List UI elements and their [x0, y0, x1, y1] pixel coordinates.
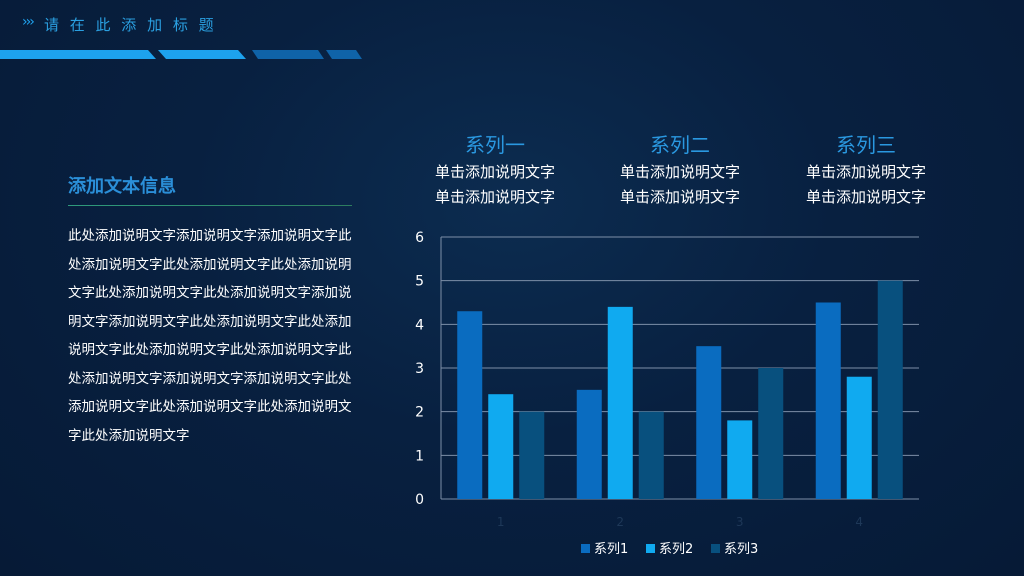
- series-head-2-desc-1: 单击添加说明文字: [619, 163, 740, 181]
- bar-series1-cat1: [457, 311, 483, 499]
- bar-series1-cat3: [696, 346, 722, 499]
- y-tick-label-6: 6: [415, 230, 424, 246]
- bar-series2-cat2: [607, 306, 633, 499]
- bar-series2-cat1: [488, 394, 514, 499]
- bar-series2-cat4: [846, 376, 872, 499]
- legend-swatch-2: [646, 544, 655, 553]
- legend-label-2: 系列2: [659, 542, 693, 557]
- legend-swatch-1: [581, 544, 590, 553]
- y-tick-label-5: 5: [415, 274, 424, 290]
- slide-title: 请 在 此 添 加 标 题: [44, 16, 217, 34]
- series-head-2-desc-2: 单击添加说明文字: [619, 188, 740, 206]
- series-head-2: 系列二 单击添加说明文字 单击添加说明文字: [590, 130, 770, 210]
- y-tick-label-1: 1: [415, 448, 424, 464]
- series-head-1-name: 系列一: [465, 133, 525, 157]
- bar-series3-cat2: [638, 411, 664, 499]
- bar-series1-cat4: [815, 302, 841, 499]
- x-tick-label-3: 3: [736, 515, 744, 529]
- y-tick-label-3: 3: [415, 361, 424, 377]
- series-head-3-desc-2: 单击添加说明文字: [805, 188, 926, 206]
- bar-series2-cat3: [727, 420, 753, 499]
- series-head-1-desc-2: 单击添加说明文字: [434, 188, 555, 206]
- series-head-1-desc-1: 单击添加说明文字: [434, 163, 555, 181]
- x-tick-label-1: 1: [497, 515, 505, 529]
- y-tick-label-0: 0: [415, 492, 424, 508]
- body-paragraph: 此处添加说明文字添加说明文字添加说明文字此处添加说明文字此处添加说明文字此处添加…: [68, 228, 352, 444]
- section-heading: 添加文本信息: [68, 176, 176, 197]
- bar-series3-cat4: [877, 280, 903, 499]
- series-head-3: 系列三 单击添加说明文字 单击添加说明文字: [776, 130, 956, 210]
- series-head-3-desc-1: 单击添加说明文字: [805, 163, 926, 181]
- legend-label-1: 系列1: [594, 542, 628, 557]
- y-tick-label-2: 2: [415, 405, 424, 421]
- series-head-3-name: 系列三: [836, 133, 896, 157]
- title-underline-bars: [0, 50, 380, 59]
- legend-swatch-3: [711, 544, 720, 553]
- series-head-2-name: 系列二: [650, 133, 710, 157]
- section-divider: [68, 205, 352, 206]
- y-tick-label-4: 4: [415, 317, 424, 333]
- series-head-1: 系列一 单击添加说明文字 单击添加说明文字: [405, 130, 585, 210]
- x-tick-label-4: 4: [855, 515, 863, 529]
- bar-series3-cat1: [519, 411, 545, 499]
- x-tick-label-2: 2: [616, 515, 624, 529]
- header-chevron-icon: ›››: [22, 14, 35, 30]
- legend-label-3: 系列3: [724, 542, 758, 557]
- bar-series3-cat3: [758, 368, 784, 499]
- bar-series1-cat2: [576, 389, 602, 499]
